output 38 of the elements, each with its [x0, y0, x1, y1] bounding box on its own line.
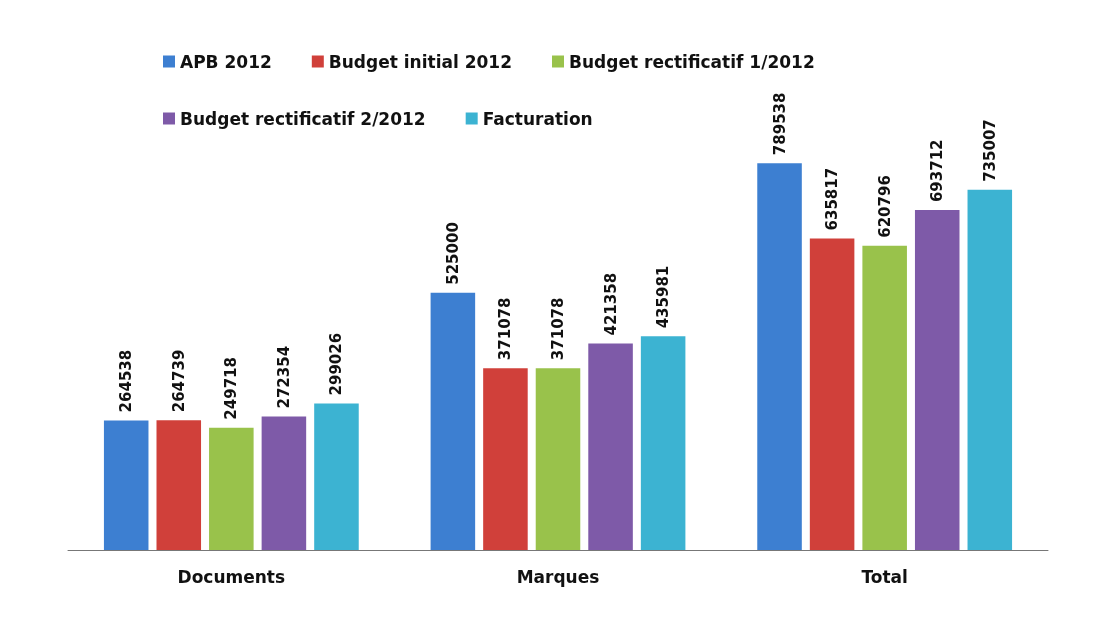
data-label: 789538 [770, 92, 789, 156]
data-label: 435981 [654, 265, 673, 329]
bar [314, 403, 359, 550]
x-tick-label: Documents [177, 566, 286, 587]
legend-label: Budget initial 2012 [328, 51, 513, 72]
bar [483, 368, 528, 550]
data-label: 635817 [823, 167, 842, 231]
data-label: 371078 [549, 297, 567, 361]
x-tick-label: Total [861, 566, 908, 587]
data-label: 371078 [496, 297, 515, 361]
bar [862, 245, 907, 550]
data-label: 525000 [443, 222, 462, 285]
data-label: 299026 [327, 332, 346, 396]
bar [809, 238, 855, 550]
x-tick-label: Marques [516, 566, 600, 587]
bar [535, 368, 581, 550]
bar [914, 210, 960, 550]
data-label: 272354 [274, 345, 293, 409]
legend-label: Facturation [482, 108, 593, 129]
data-label: 249718 [222, 357, 241, 420]
data-label: 421358 [601, 272, 620, 336]
legend-label: Budget rectificatif 1/2012 [569, 51, 815, 72]
data-label: 264538 [117, 349, 136, 413]
data-label: 264739 [169, 349, 188, 413]
bar [156, 420, 202, 550]
bar [967, 189, 1013, 550]
bar [757, 163, 802, 550]
legend-label: Budget rectificatif 2/2012 [180, 108, 426, 129]
bar [640, 336, 686, 550]
data-label: 620796 [875, 175, 894, 238]
data-label: 693712 [928, 139, 947, 203]
data-label: 735007 [980, 119, 999, 182]
bar [588, 343, 633, 550]
bar [430, 292, 476, 550]
bar [209, 427, 254, 550]
bar [103, 420, 149, 550]
bar [261, 416, 307, 550]
legend-label: APB 2012 [180, 51, 272, 72]
